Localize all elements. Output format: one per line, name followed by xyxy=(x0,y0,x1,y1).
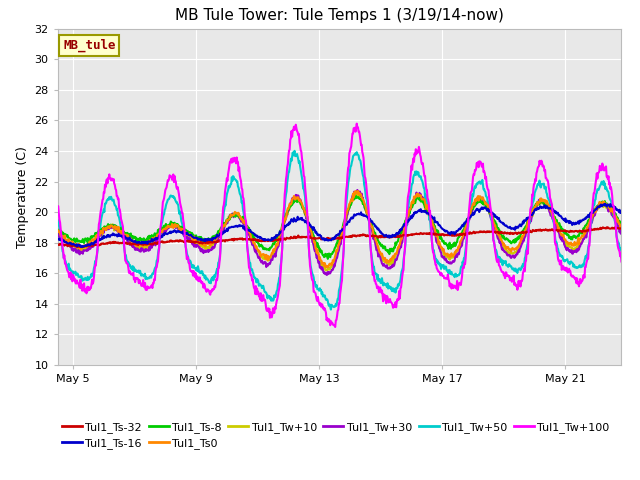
Legend: Tul1_Ts-32, Tul1_Ts-16, Tul1_Ts-8, Tul1_Ts0, Tul1_Tw+10, Tul1_Tw+30, Tul1_Tw+50,: Tul1_Ts-32, Tul1_Ts-16, Tul1_Ts-8, Tul1_… xyxy=(58,418,614,454)
Y-axis label: Temperature (C): Temperature (C) xyxy=(16,146,29,248)
Text: MB_tule: MB_tule xyxy=(63,39,116,52)
Title: MB Tule Tower: Tule Temps 1 (3/19/14-now): MB Tule Tower: Tule Temps 1 (3/19/14-now… xyxy=(175,9,504,24)
